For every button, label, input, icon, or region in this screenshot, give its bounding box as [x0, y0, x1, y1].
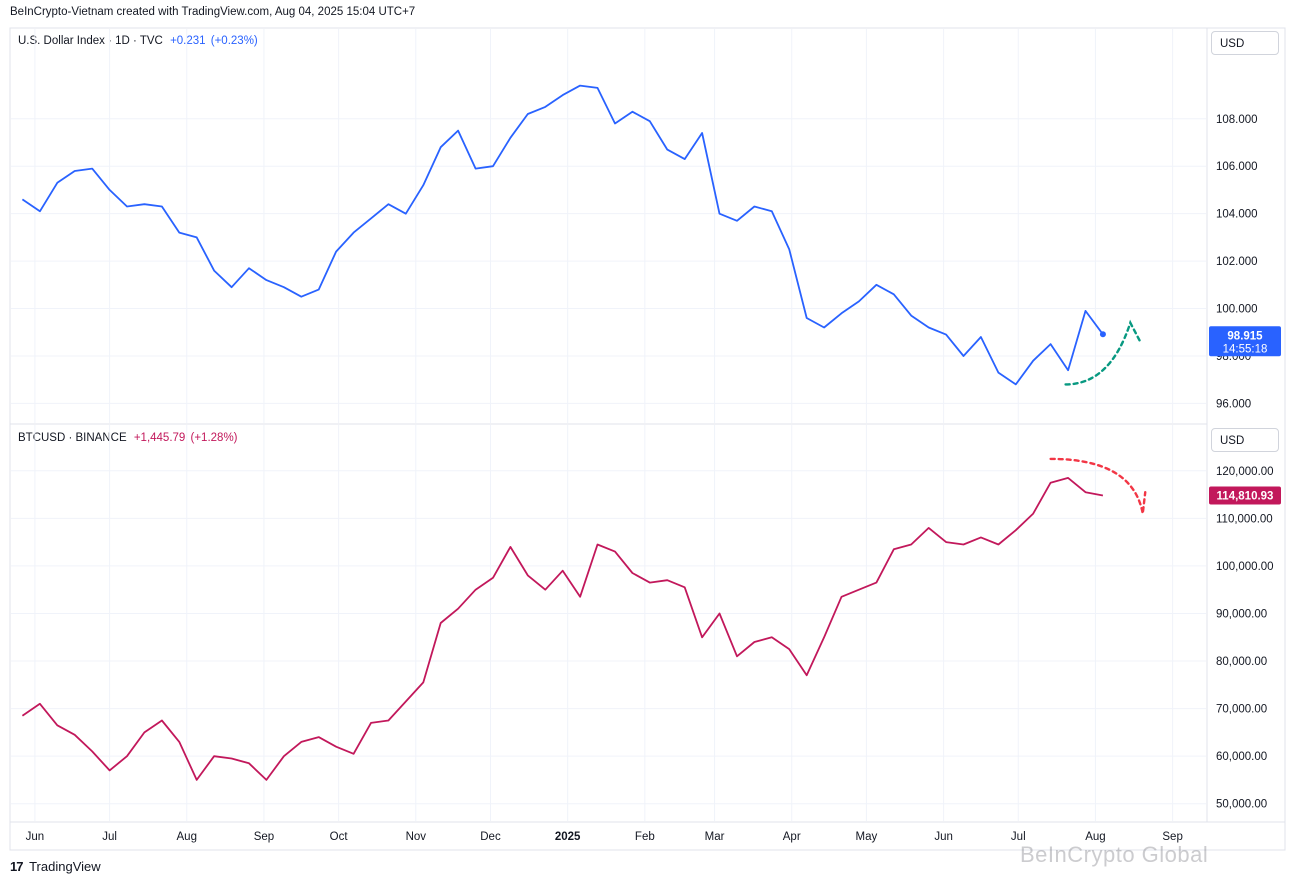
btc-ytick-label: 110,000.00 [1216, 513, 1273, 525]
dxy-ytick-label: 104.000 [1216, 209, 1258, 221]
dxy-last-price-bg [1209, 326, 1281, 357]
btc-ytick-label: 120,000.00 [1216, 466, 1274, 478]
btc-change-pct: (+1.28%) [190, 432, 238, 444]
btc-currency-button[interactable]: USD [1211, 428, 1279, 452]
btc-last-price-label: 114,810.93 [1217, 490, 1274, 502]
btc-symbol[interactable]: BTCUSD · BINANCE [18, 432, 127, 444]
btc-ytick-label: 100,000.00 [1216, 561, 1274, 573]
dxy-projection-arrow [1064, 319, 1142, 386]
time-axis-label: Nov [406, 831, 427, 843]
time-axis-label: Aug [177, 831, 197, 843]
btc-ytick-label: 80,000.00 [1216, 656, 1267, 668]
dxy-ytick-label: 100.000 [1216, 304, 1258, 316]
time-axis-label: May [856, 831, 878, 843]
time-axis-label: Mar [705, 831, 725, 843]
time-axis-label: Sep [1162, 831, 1182, 843]
btc-change: +1,445.79 [133, 432, 186, 444]
tradingview-name: TradingView [29, 859, 101, 874]
time-axis-label: Jul [1011, 831, 1026, 843]
time-axis-label: Apr [783, 831, 801, 843]
time-axis-label: Sep [254, 831, 274, 843]
dxy-ytick-label: 108.000 [1216, 114, 1258, 126]
time-axis-label: Jun [26, 831, 45, 843]
dxy-ytick-label: 106.000 [1216, 161, 1258, 173]
time-axis-label: Dec [480, 831, 501, 843]
btc-price-line[interactable] [21, 476, 1104, 781]
time-axis-label: 2025 [555, 831, 581, 843]
time-axis-label: Feb [635, 831, 655, 843]
attribution-text: BeInCrypto-Vietnam created with TradingV… [10, 6, 416, 18]
dxy-countdown-label: 14:55:18 [1223, 343, 1268, 355]
dxy-ytick-label: 102.000 [1216, 256, 1258, 268]
time-axis-label: Jul [102, 831, 117, 843]
btc-ytick-label: 70,000.00 [1216, 704, 1267, 716]
btc-last-price-tag: 114,810.93 [1209, 486, 1281, 505]
btc-ytick-label: 90,000.00 [1216, 608, 1267, 620]
watermark-text: BeInCrypto Global [1020, 842, 1209, 867]
time-scale-border [9, 821, 1286, 851]
time-axis-label: Oct [330, 831, 349, 843]
dxy-last-point-marker [1099, 331, 1106, 338]
dxy-ytick-label: 96.000 [1216, 398, 1251, 410]
dxy-symbol[interactable]: U.S. Dollar Index · 1D · TVC [18, 35, 163, 47]
dxy-price-line[interactable] [21, 84, 1104, 386]
btc-last-price-bg [1209, 486, 1281, 505]
top-pane-border [9, 27, 1208, 425]
dxy-last-price-label: 98.915 [1227, 330, 1263, 342]
dxy-legend: U.S. Dollar Index · 1D · TVC +0.231 (+0.… [18, 35, 258, 47]
dxy-change: +0.231 [170, 35, 206, 47]
time-axis-label: Aug [1085, 831, 1105, 843]
dxy-currency-button[interactable]: USD [1211, 31, 1279, 55]
btc-ytick-label: 60,000.00 [1216, 751, 1267, 763]
btc-projection-arrow [1049, 457, 1147, 514]
btc-ytick-label: 50,000.00 [1216, 799, 1267, 811]
time-axis-label: Jun [934, 831, 953, 843]
tradingview-logo-icon: 17 [10, 859, 24, 874]
tradingview-brand[interactable]: 17 TradingView [10, 859, 101, 874]
dxy-change-pct: (+0.23%) [210, 35, 258, 47]
btc-legend: BTCUSD · BINANCE +1,445.79 (+1.28%) [18, 432, 238, 444]
